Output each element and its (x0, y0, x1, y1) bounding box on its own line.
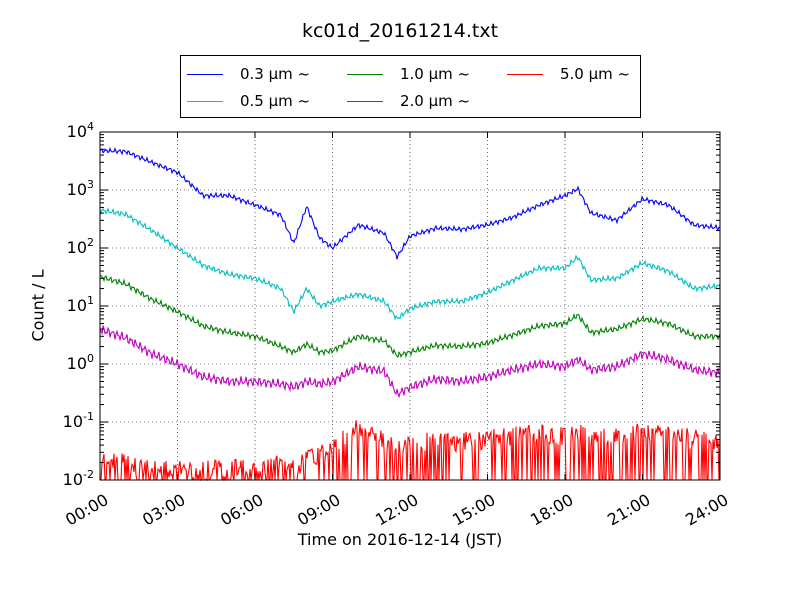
legend-label: 1.0 μm ~ (400, 65, 471, 83)
y-tick-exponent: -1 (83, 410, 94, 423)
y-axis-label: Count / L (28, 269, 48, 342)
legend-swatch (347, 101, 383, 102)
legend-label: 2.0 μm ~ (400, 92, 471, 110)
y-tick-exponent: -2 (83, 468, 94, 481)
y-tick-exponent: 4 (87, 120, 94, 133)
y-tick-label: 103 (67, 178, 94, 199)
y-tick-base: 10 (62, 412, 84, 431)
y-tick-label: 10-1 (63, 410, 94, 431)
series-line-4 (100, 420, 721, 482)
y-tick-exponent: 1 (87, 294, 94, 307)
y-tick-base: 10 (66, 296, 87, 315)
series-line-3 (99, 324, 720, 399)
y-tick-base: 10 (66, 122, 87, 141)
legend-label: 5.0 μm ~ (560, 65, 631, 83)
y-tick-base: 10 (66, 354, 87, 373)
series-line-1 (99, 207, 721, 321)
y-tick-exponent: 2 (87, 236, 94, 249)
legend-label: 0.3 μm ~ (240, 65, 311, 83)
tick-marks (99, 131, 721, 481)
y-tick-exponent: 0 (87, 352, 94, 365)
series-line-0 (99, 146, 721, 260)
y-tick-label: 101 (67, 294, 94, 315)
series-lines (99, 146, 721, 482)
y-tick-label: 100 (67, 352, 94, 373)
legend-label: 0.5 μm ~ (240, 92, 311, 110)
y-tick-base: 10 (66, 238, 87, 257)
legend-swatch (187, 101, 223, 102)
chart-title: kc01d_20161214.txt (301, 20, 499, 42)
y-tick-exponent: 3 (87, 178, 94, 191)
legend-swatch (187, 74, 223, 75)
legend-swatch (507, 74, 543, 75)
x-axis-label: Time on 2016-12-14 (JST) (297, 530, 503, 549)
grid-lines (99, 132, 721, 480)
y-tick-label: 10-2 (63, 468, 94, 489)
y-tick-base: 10 (62, 470, 84, 489)
legend: 0.3 μm ~ 0.5 μm ~ 1.0 μm ~ 2.0 μm ~ 5.0 … (180, 55, 641, 118)
legend-swatch (347, 74, 383, 75)
y-tick-base: 10 (66, 180, 87, 199)
series-line-2 (99, 275, 721, 359)
y-tick-label: 102 (67, 236, 94, 257)
y-tick-label: 104 (67, 120, 94, 141)
